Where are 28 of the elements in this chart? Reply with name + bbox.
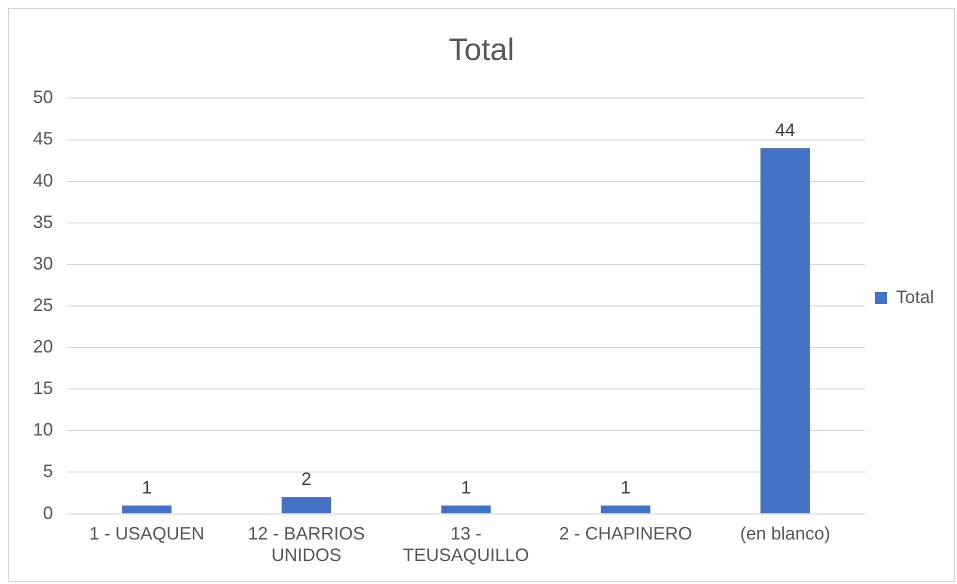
bar: [760, 148, 810, 514]
y-tick-label: 50: [32, 87, 54, 108]
x-tick-label: 2 - CHAPINERO: [559, 524, 692, 544]
x-tick-label: 1 - USAQUEN: [89, 524, 204, 544]
data-label: 1: [142, 477, 152, 498]
y-tick-label: 30: [32, 253, 54, 274]
bar: [122, 505, 172, 514]
bar: [282, 497, 332, 514]
y-tick-label: 45: [32, 128, 54, 149]
y-tick-label: 15: [32, 378, 54, 398]
data-label: 2: [301, 469, 312, 490]
data-label: 1: [620, 477, 631, 498]
chart-title: Total: [448, 32, 514, 68]
y-tick-label: 25: [32, 294, 54, 315]
bar: [441, 505, 491, 514]
x-tick-label: (en blanco): [740, 524, 830, 544]
bar: [600, 505, 650, 514]
y-tick-label: 35: [32, 212, 54, 232]
y-tick-label: 0: [43, 502, 54, 523]
y-tick-label: 10: [32, 420, 54, 440]
x-tick-label: 13 - TEUSAQUILLO: [402, 524, 530, 566]
y-tick-label: 20: [32, 336, 54, 357]
legend-label: Total: [896, 286, 934, 307]
y-tick-label: 40: [32, 170, 54, 190]
data-label: 44: [775, 120, 796, 140]
data-label: 1: [460, 477, 472, 498]
x-tick-label: 12 - BARRIOS UNIDOS: [248, 524, 365, 566]
y-tick-label: 5: [43, 461, 54, 482]
